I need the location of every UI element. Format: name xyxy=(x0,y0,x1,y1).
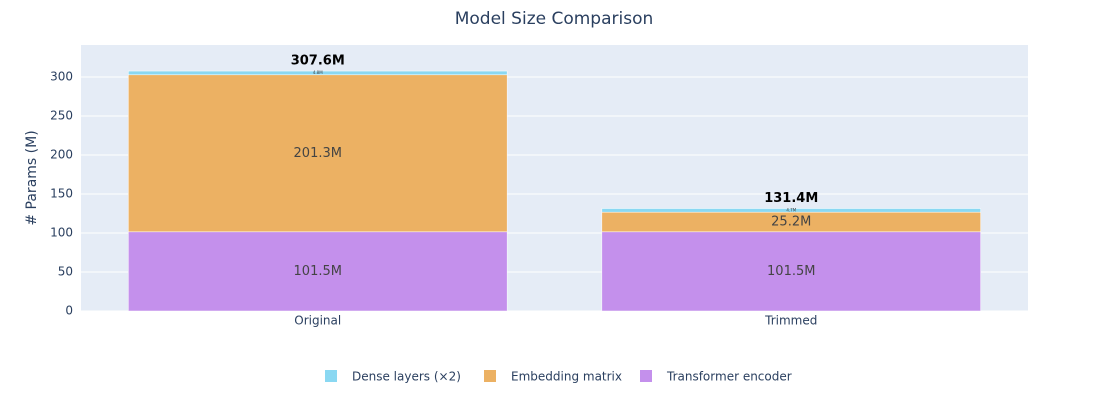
segment-label: 101.5M xyxy=(294,264,342,279)
legend-swatch xyxy=(640,370,652,382)
chart-title: Model Size Comparison xyxy=(455,9,654,29)
legend-swatch xyxy=(325,370,337,382)
legend-swatch xyxy=(484,370,496,382)
y-tick-label: 100 xyxy=(50,225,73,239)
segment-label: 4.8M xyxy=(313,70,323,75)
y-tick-label: 50 xyxy=(58,264,73,278)
segment-label: 201.3M xyxy=(294,146,342,161)
x-tick-label: Original xyxy=(294,314,341,328)
bar-segment xyxy=(128,74,508,233)
y-tick-label: 150 xyxy=(50,186,73,200)
segment-label: 25.2M xyxy=(771,214,811,229)
segment-label: 4.7M xyxy=(786,207,796,212)
total-label: 131.4M xyxy=(764,191,818,206)
bar-segment xyxy=(128,70,508,76)
y-tick-label: 300 xyxy=(50,69,73,83)
y-tick-label: 200 xyxy=(50,147,73,161)
y-tick-label: 250 xyxy=(50,108,73,122)
total-label: 307.6M xyxy=(291,54,345,69)
legend-label: Transformer encoder xyxy=(666,370,792,384)
y-tick-label: 0 xyxy=(65,304,73,318)
x-tick-label: Trimmed xyxy=(764,314,817,328)
legend-label: Dense layers (×2) xyxy=(352,370,461,384)
segment-label: 101.5M xyxy=(767,264,815,279)
bar-segment xyxy=(128,231,508,312)
y-axis-title: # Params (M) xyxy=(24,130,40,225)
legend-label: Embedding matrix xyxy=(511,370,622,384)
bar-segment xyxy=(601,208,981,213)
bar-segment xyxy=(601,231,981,312)
